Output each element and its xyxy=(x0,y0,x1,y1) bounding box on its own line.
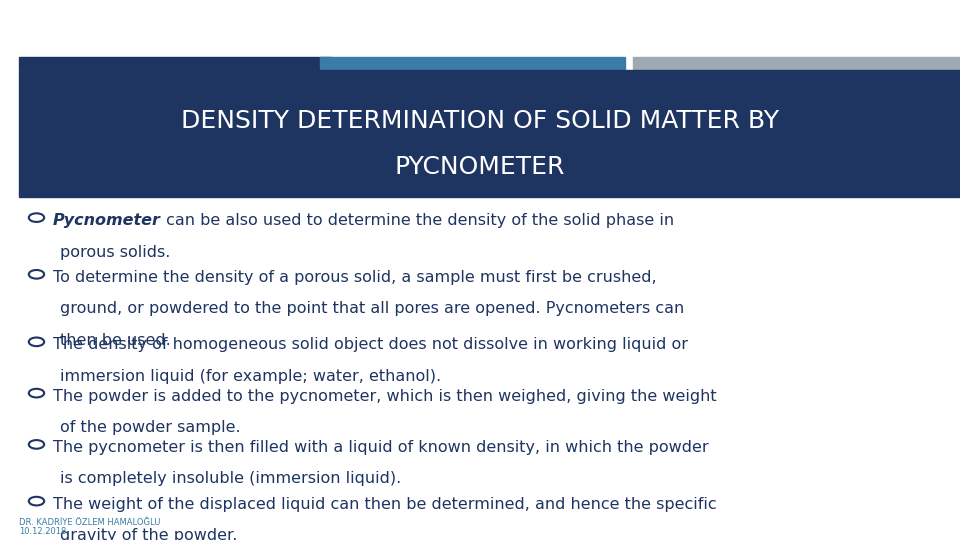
Bar xyxy=(633,57,960,69)
Bar xyxy=(19,57,331,69)
Text: of the powder sample.: of the powder sample. xyxy=(60,420,240,435)
Text: can be also used to determine the density of the solid phase in: can be also used to determine the densit… xyxy=(160,213,674,228)
Text: Pycnometer: Pycnometer xyxy=(53,213,160,228)
Text: 10.12.2018: 10.12.2018 xyxy=(19,526,66,536)
Text: DR. KADRİYE ÖZLEM HAMALOĞLU: DR. KADRİYE ÖZLEM HAMALOĞLU xyxy=(19,518,160,528)
Text: is completely insoluble (immersion liquid).: is completely insoluble (immersion liqui… xyxy=(60,471,400,487)
Text: gravity of the powder.: gravity of the powder. xyxy=(60,528,237,540)
Text: The pycnometer is then filled with a liquid of known density, in which the powde: The pycnometer is then filled with a liq… xyxy=(53,440,708,455)
Bar xyxy=(19,70,960,197)
Text: The powder is added to the pycnometer, which is then weighed, giving the weight: The powder is added to the pycnometer, w… xyxy=(53,389,716,404)
Text: PYCNOMETER: PYCNOMETER xyxy=(395,156,565,179)
Text: To determine the density of a porous solid, a sample must first be crushed,: To determine the density of a porous sol… xyxy=(53,270,657,285)
Text: then be used.: then be used. xyxy=(60,333,170,348)
Text: DENSITY DETERMINATION OF SOLID MATTER BY: DENSITY DETERMINATION OF SOLID MATTER BY xyxy=(181,110,779,133)
Text: ground, or powdered to the point that all pores are opened. Pycnometers can: ground, or powdered to the point that al… xyxy=(60,301,684,316)
Text: The weight of the displaced liquid can then be determined, and hence the specifi: The weight of the displaced liquid can t… xyxy=(53,497,716,512)
Text: The density of homogeneous solid object does not dissolve in working liquid or: The density of homogeneous solid object … xyxy=(53,338,687,353)
Bar xyxy=(320,57,625,69)
Text: porous solids.: porous solids. xyxy=(60,245,170,260)
Text: immersion liquid (for example; water, ethanol).: immersion liquid (for example; water, et… xyxy=(60,369,441,384)
